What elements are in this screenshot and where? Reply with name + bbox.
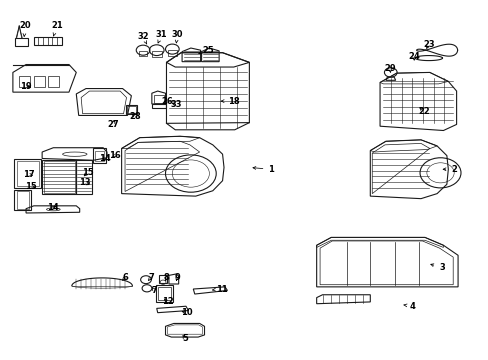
Bar — [19, 76, 30, 87]
Text: 9: 9 — [174, 273, 180, 282]
Text: 13: 13 — [79, 178, 91, 187]
Text: 3: 3 — [430, 264, 444, 273]
Text: 12: 12 — [161, 297, 173, 306]
Text: 23: 23 — [422, 40, 434, 49]
Text: 10: 10 — [181, 308, 192, 317]
Bar — [76, 159, 92, 194]
Bar — [95, 150, 103, 161]
Bar — [17, 161, 39, 186]
Text: 1: 1 — [252, 165, 274, 174]
Text: 15: 15 — [25, 182, 37, 191]
Text: 7: 7 — [148, 273, 153, 282]
Text: 27: 27 — [107, 120, 119, 129]
Text: 32: 32 — [137, 32, 148, 44]
Bar — [156, 285, 172, 302]
Text: 6: 6 — [122, 273, 128, 282]
Bar — [152, 51, 161, 57]
Bar — [93, 148, 105, 163]
Text: 8: 8 — [163, 273, 169, 282]
Text: 33: 33 — [170, 100, 182, 109]
Text: 18: 18 — [221, 96, 239, 105]
Bar — [126, 105, 137, 114]
Bar — [34, 37, 62, 45]
Text: 22: 22 — [417, 107, 429, 116]
Text: 19: 19 — [20, 82, 32, 91]
Text: 14: 14 — [99, 154, 110, 163]
Text: 14: 14 — [47, 203, 59, 212]
Bar — [48, 76, 59, 87]
Text: 15: 15 — [81, 168, 93, 177]
Text: 25: 25 — [199, 46, 213, 55]
Bar — [158, 287, 170, 301]
Text: 21: 21 — [51, 21, 62, 36]
Bar — [14, 159, 41, 188]
Text: 30: 30 — [171, 30, 183, 43]
Text: 16: 16 — [109, 151, 121, 160]
Bar — [159, 275, 166, 283]
Bar — [15, 39, 28, 46]
Bar — [34, 76, 44, 87]
Bar — [167, 50, 176, 55]
Text: 28: 28 — [129, 112, 141, 121]
Text: 31: 31 — [156, 30, 167, 43]
Text: 29: 29 — [383, 64, 395, 73]
Bar — [14, 190, 31, 211]
Bar — [127, 106, 136, 113]
Text: 5: 5 — [182, 334, 187, 343]
Bar — [154, 95, 163, 103]
Text: 11: 11 — [212, 284, 227, 293]
Bar — [43, 161, 75, 193]
Bar — [152, 104, 166, 108]
Text: 24: 24 — [407, 52, 419, 61]
Text: 17: 17 — [23, 170, 35, 179]
Bar — [42, 159, 76, 194]
Text: 4: 4 — [403, 302, 415, 311]
Text: 7: 7 — [151, 286, 157, 295]
Text: 20: 20 — [19, 21, 31, 36]
Text: 2: 2 — [442, 165, 456, 174]
Bar — [139, 51, 147, 56]
Text: 26: 26 — [161, 96, 173, 105]
Bar — [17, 192, 29, 210]
